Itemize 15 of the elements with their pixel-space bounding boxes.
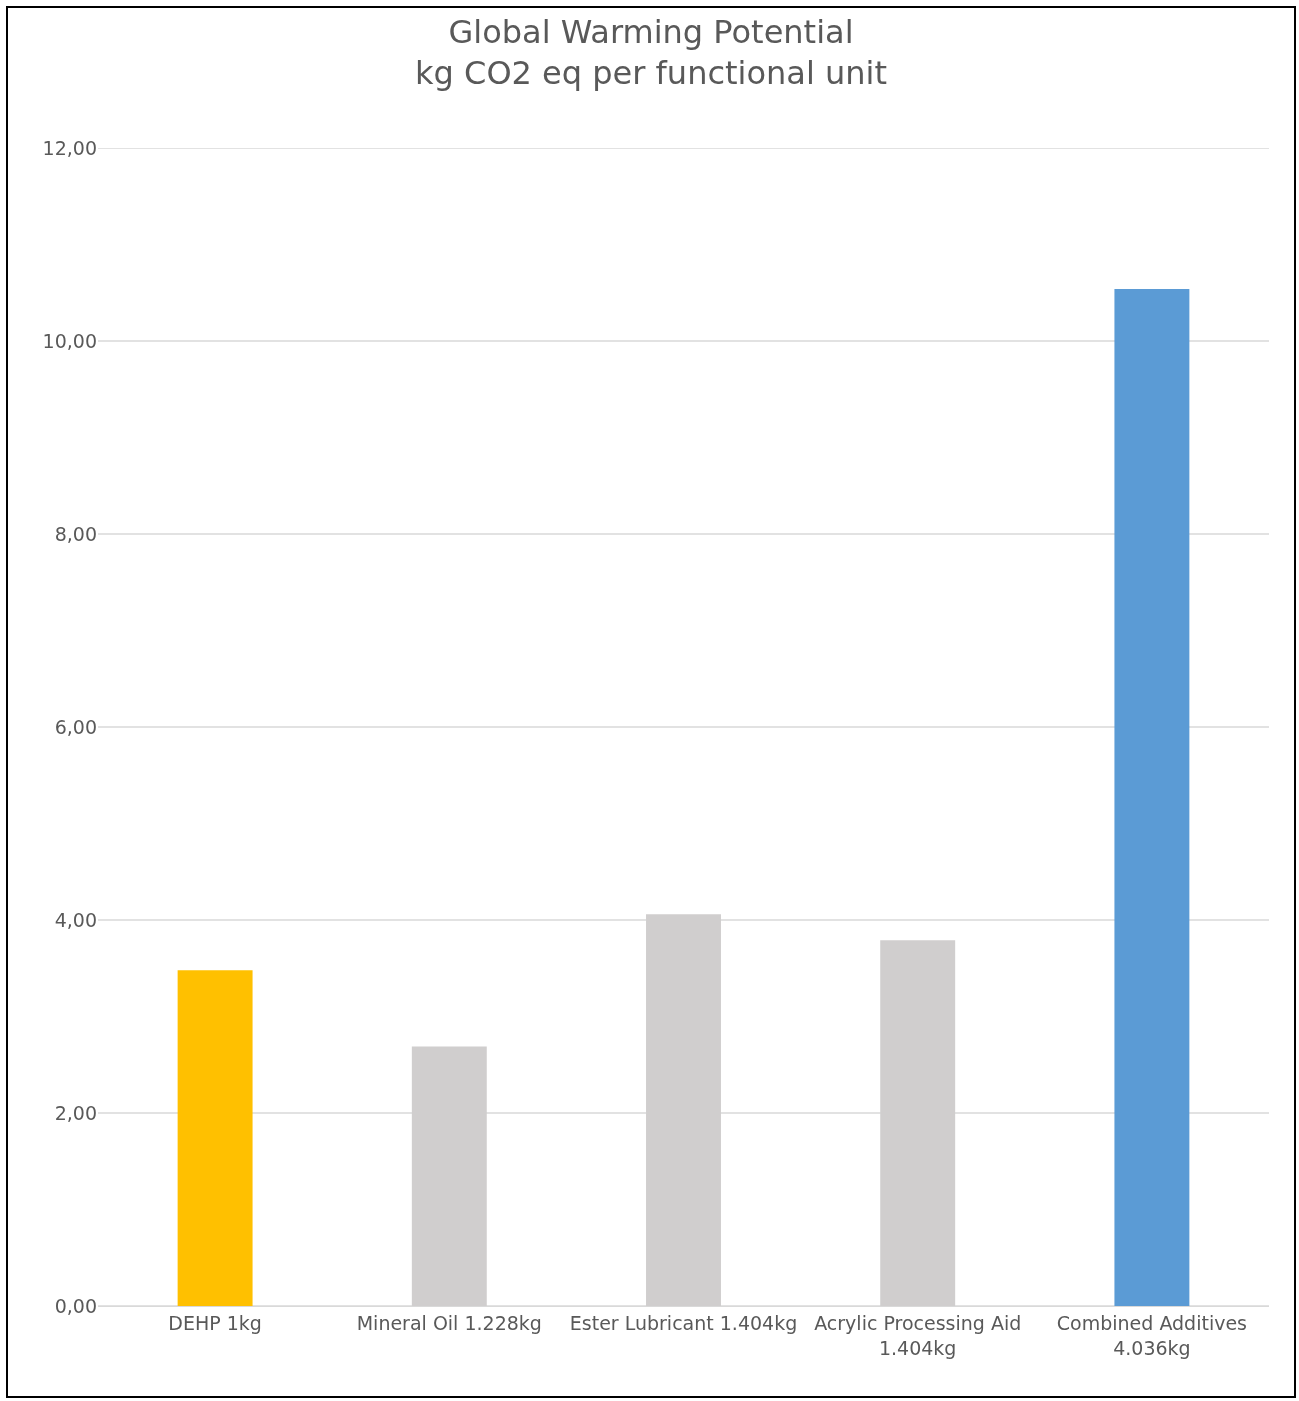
chart-title: Global Warming Potential kg CO2 eq per functional unit xyxy=(415,12,887,93)
bar xyxy=(1114,288,1190,1306)
bar xyxy=(177,970,253,1306)
x-tick-label: Ester Lubricant 1.404kg xyxy=(569,1311,798,1334)
y-tick-label: 2,00 xyxy=(54,1101,97,1124)
x-tick-label: DEHP 1kg xyxy=(168,1311,262,1334)
y-tick-label: 4,00 xyxy=(54,908,97,931)
y-tick-label: 0,00 xyxy=(54,1294,97,1317)
x-tick-label: Acrylic Processing Aid 1.404kg xyxy=(814,1311,1022,1359)
y-tick-label: 8,00 xyxy=(54,522,97,545)
x-tick-label: Mineral Oil 1.228kg xyxy=(356,1311,542,1334)
y-tick-label: 6,00 xyxy=(54,715,97,738)
x-tick-label: Combined Additives 4.036kg xyxy=(1056,1311,1247,1359)
y-tick-label: 10,00 xyxy=(42,329,97,352)
y-tick-label: 12,00 xyxy=(42,136,97,159)
